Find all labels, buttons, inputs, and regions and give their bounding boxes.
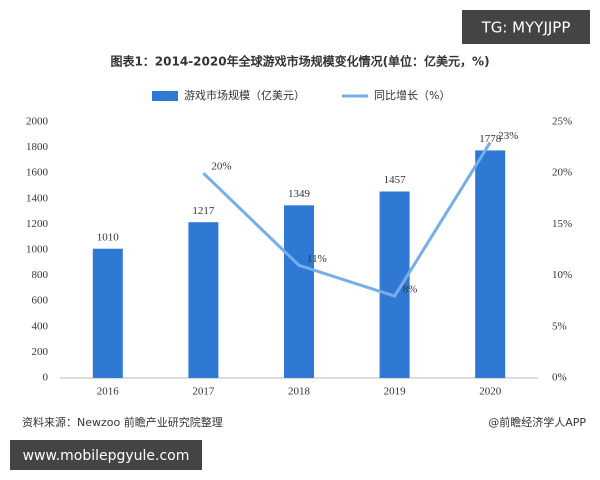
- growth-line: [202, 141, 492, 298]
- y2-tick-label: 10%: [552, 269, 572, 281]
- y-tick-label: 1800: [26, 141, 49, 153]
- bar-label: 1349: [288, 188, 311, 200]
- bar: [379, 191, 410, 378]
- badge-box: [462, 10, 590, 44]
- chart-title: 图表1：2014-2020年全球游戏市场规模变化情况(单位：亿美元，%): [110, 54, 489, 69]
- badge: TG: MYYJJPP: [481, 19, 571, 37]
- y2-tick-label: 0%: [552, 372, 567, 384]
- legend-label: 游戏市场规模（亿美元）: [184, 88, 305, 102]
- y-tick-label: 1000: [26, 244, 49, 256]
- y2-tick-label: 25%: [552, 116, 572, 128]
- y-tick-label: 0: [43, 372, 49, 384]
- footer-url: www.mobilepgyule.com: [23, 448, 190, 464]
- y-tick-label: 1400: [26, 192, 49, 204]
- x-tick-label: 2018: [288, 386, 311, 398]
- x-tick-label: 2016: [97, 386, 120, 398]
- bar-label: 1457: [384, 174, 407, 186]
- y2-tick-label: 5%: [552, 320, 567, 332]
- bar-label: 1217: [192, 205, 215, 217]
- x-tick-label: 2019: [384, 386, 407, 398]
- y-tick-label: 1600: [26, 167, 49, 179]
- y2-tick-label: 15%: [552, 218, 572, 230]
- y-tick-label: 600: [32, 295, 49, 307]
- bar: [92, 248, 123, 378]
- legend-label: 同比增长（%）: [374, 88, 450, 102]
- y-tick-label: 1200: [26, 218, 49, 230]
- y-tick-label: 200: [32, 346, 49, 358]
- y2-tick-label: 20%: [552, 167, 572, 179]
- y-tick-label: 400: [32, 320, 49, 332]
- bar-label: 1010: [97, 231, 120, 243]
- source: 资料来源：Newzoo 前瞻产业研究院整理: [22, 415, 223, 429]
- line-label: 11%: [307, 253, 327, 265]
- bar: [475, 150, 506, 378]
- bar-label: 1778: [479, 133, 502, 145]
- line-label: 8%: [403, 284, 418, 296]
- line-label: 23%: [498, 130, 518, 142]
- x-tick-label: 2020: [479, 386, 502, 398]
- credit: @前瞻经济学人APP: [488, 415, 586, 429]
- legend-swatch: [152, 91, 178, 101]
- line-label: 20%: [211, 161, 231, 173]
- bar: [188, 222, 219, 378]
- bar: [284, 205, 314, 378]
- x-tick-label: 2017: [192, 386, 215, 398]
- y-tick-label: 2000: [26, 116, 49, 128]
- footer-box: [10, 440, 202, 470]
- y-tick-label: 800: [32, 269, 49, 281]
